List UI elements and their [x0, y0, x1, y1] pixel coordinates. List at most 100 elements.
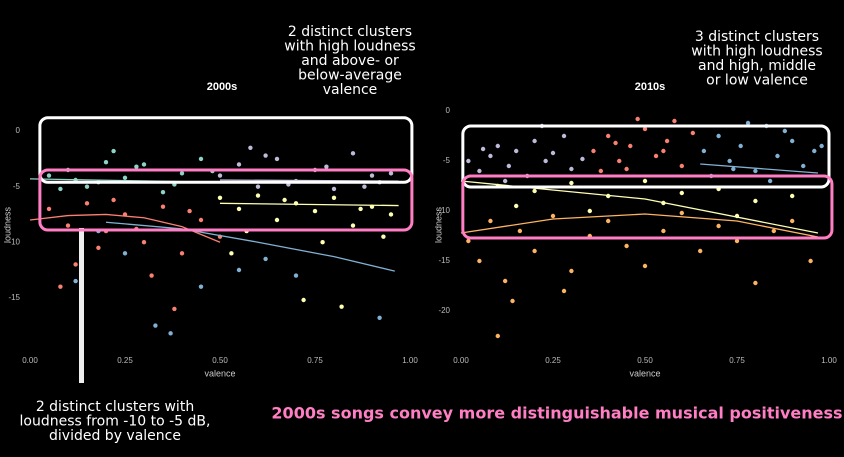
point [767, 178, 773, 184]
point [263, 153, 268, 158]
point [362, 184, 367, 189]
highlight-box [38, 116, 414, 184]
point [653, 153, 659, 159]
point [569, 180, 574, 186]
point [808, 258, 813, 264]
point [591, 148, 596, 154]
point [65, 223, 71, 228]
point [514, 203, 519, 209]
highlight-box [461, 124, 831, 189]
point [263, 256, 268, 262]
point [606, 218, 611, 224]
point [236, 206, 242, 212]
point [477, 258, 482, 264]
y-tick-label: -5 [13, 182, 21, 191]
point [248, 145, 253, 150]
annotation: or low valence [706, 73, 808, 89]
point [502, 178, 508, 184]
x-tick-label: 0.00 [453, 356, 469, 365]
annotation: and above- or [301, 53, 399, 69]
point [495, 143, 500, 149]
point [229, 251, 234, 256]
point [782, 128, 788, 134]
point [502, 278, 508, 284]
x-tick-label: 1.00 [402, 356, 418, 365]
point [236, 267, 242, 273]
headline: 2000s songs convey more distinguishable … [271, 404, 842, 423]
point [339, 304, 344, 309]
y-tick-label: -5 [443, 156, 451, 165]
annotation: and high, middle [698, 58, 816, 74]
point [141, 240, 147, 245]
point [517, 228, 523, 234]
point [187, 208, 192, 214]
trend-line [460, 213, 819, 238]
point [561, 133, 567, 139]
point [103, 160, 109, 165]
point [84, 184, 90, 189]
x-axis-label: valence [629, 368, 660, 378]
point [790, 138, 795, 144]
point [198, 156, 204, 162]
x-tick-label: 0.00 [22, 356, 38, 365]
point [46, 173, 52, 178]
point [495, 333, 500, 339]
point [771, 228, 776, 234]
annotation: below-average [298, 68, 402, 84]
point [320, 240, 325, 245]
point [738, 143, 743, 149]
point [179, 171, 185, 176]
point [217, 173, 223, 178]
point [775, 153, 780, 159]
point [122, 251, 128, 256]
point [753, 168, 758, 174]
point [255, 184, 261, 189]
point [642, 126, 648, 132]
point [617, 158, 622, 164]
highlight-box [38, 168, 414, 232]
x-tick-label: 1.00 [821, 356, 837, 365]
point [698, 248, 703, 254]
point [812, 148, 817, 154]
point [753, 280, 758, 286]
point [381, 234, 386, 239]
y-axis-label: loudness [433, 206, 443, 243]
point [274, 156, 280, 162]
point [160, 204, 166, 209]
point [679, 163, 684, 169]
point [672, 118, 677, 124]
x-tick-label: 0.25 [117, 356, 133, 365]
annotation: loudness from -10 to -5 dB, [20, 414, 211, 430]
point [73, 262, 78, 267]
point [664, 138, 670, 144]
point [149, 273, 154, 278]
point [731, 166, 736, 172]
point [466, 158, 471, 164]
annotation: 3 distinct clusters [695, 29, 819, 45]
point [255, 193, 261, 198]
x-tick-label: 0.25 [545, 356, 561, 365]
point [46, 206, 52, 212]
y-tick-label: 0 [16, 126, 21, 135]
trend-line [105, 221, 395, 272]
y-tick-label: -10 [8, 237, 20, 246]
annotation: divided by valence [49, 428, 181, 444]
point [377, 315, 382, 320]
highlight-box [461, 174, 834, 240]
point [111, 148, 116, 154]
point [580, 156, 585, 162]
point [488, 153, 493, 159]
point [532, 188, 537, 194]
point [506, 163, 512, 169]
point [613, 140, 618, 146]
point [532, 138, 537, 144]
point [217, 195, 223, 200]
point [790, 218, 795, 224]
point [122, 175, 128, 180]
y-axis-label: loudness [2, 206, 12, 243]
point [477, 168, 482, 174]
point [153, 323, 158, 328]
x-tick-label: 0.75 [307, 356, 323, 365]
x-tick-label: 0.75 [729, 356, 745, 365]
